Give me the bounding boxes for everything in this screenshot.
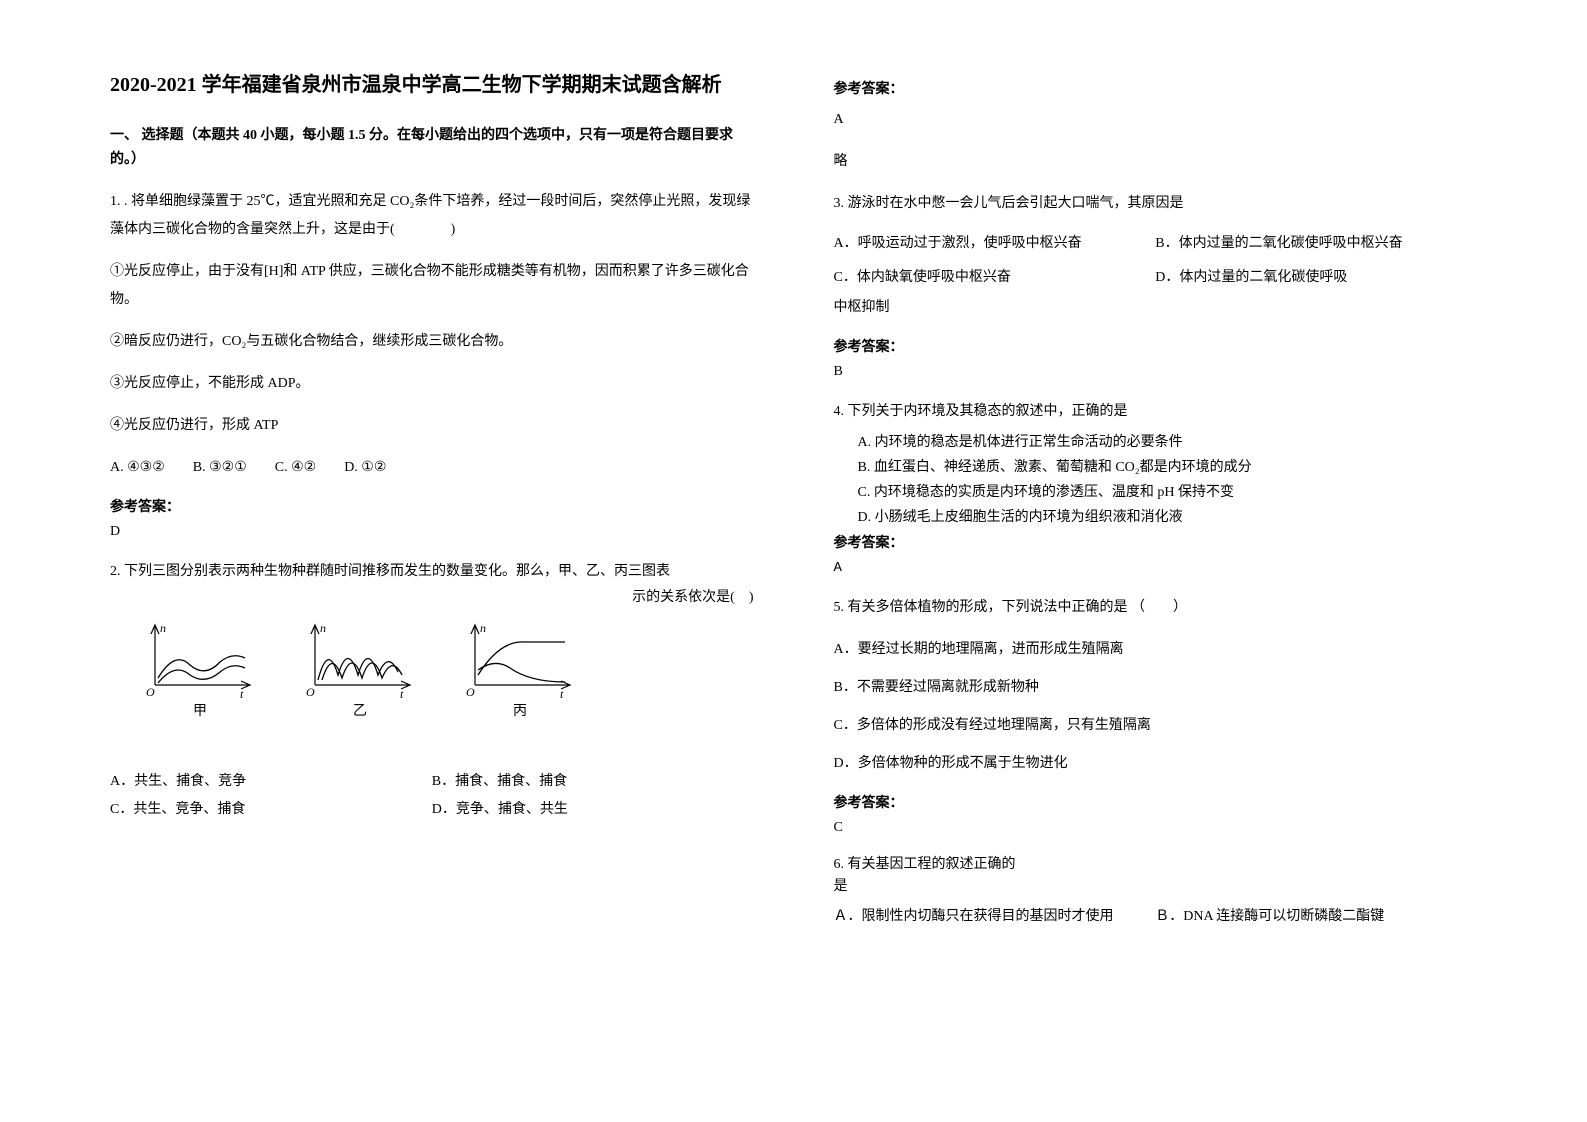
q3-answer: B: [834, 364, 1478, 380]
q2-options-row2: C．共生、竞争、捕食 D．竞争、捕食、共生: [110, 798, 754, 818]
q2-graphs: n O t 甲 n O t 乙: [140, 620, 754, 720]
svg-text:O: O: [466, 685, 475, 699]
q3-optA: A．呼吸运动过于激烈，使呼吸中枢兴奋: [834, 232, 1156, 252]
q4-optD: D. 小肠绒毛上皮细胞生活的内环境为组织液和消化液: [858, 507, 1478, 528]
q5-optD: D．多倍体物种的形成不属于生物进化: [834, 750, 1478, 778]
q1-s2: ②暗反应仍进行，CO₂与五碳化合物结合，继续形成三碳化合物。: [110, 328, 754, 356]
q3-row2: C．体内缺氧使呼吸中枢兴奋 D．体内过量的二氧化碳使呼吸: [834, 266, 1478, 286]
q2-stem: 2. 下列三图分别表示两种生物种群随时间推移而发生的数量变化。那么，甲、乙、丙三…: [110, 558, 754, 586]
q2-answer: A: [834, 106, 1478, 134]
q5-answer: C: [834, 820, 1478, 836]
left-column: 2020-2021 学年福建省泉州市温泉中学高二生物下学期期末试题含解析 一、 …: [90, 70, 794, 1072]
q5-stem: 5. 有关多倍体植物的形成，下列说法中正确的是 （ ）: [834, 594, 1478, 622]
q2-optC: C．共生、竞争、捕食: [110, 798, 432, 818]
q3-optB: B．体内过量的二氧化碳使呼吸中枢兴奋: [1155, 232, 1477, 252]
q3-optD: D．体内过量的二氧化碳使呼吸: [1155, 266, 1477, 286]
q1-s3: ③光反应停止，不能形成 ADP。: [110, 370, 754, 398]
page-title: 2020-2021 学年福建省泉州市温泉中学高二生物下学期期末试题含解析: [110, 70, 754, 100]
graph-jia: n O t 甲: [140, 620, 260, 720]
q3-answer-label: 参考答案：: [834, 336, 1478, 356]
q2-optD: D．竞争、捕食、共生: [432, 798, 754, 818]
svg-text:O: O: [146, 685, 155, 699]
graph-bing-label: 丙: [513, 700, 527, 720]
q6-row1: Ａ．限制性内切酶只在获得目的基因时才使用 Ｂ．DNA 连接酶可以切断磷酸二酯键: [834, 905, 1478, 925]
q2-optA: A．共生、捕食、竞争: [110, 770, 432, 790]
q5-optA: A．要经过长期的地理隔离，进而形成生殖隔离: [834, 636, 1478, 664]
q4-stem: 4. 下列关于内环境及其稳态的叙述中，正确的是: [834, 398, 1478, 426]
q3-stem: 3. 游泳时在水中憋一会儿气后会引起大口喘气，其原因是: [834, 190, 1478, 218]
q4-optB: B. 血红蛋白、神经递质、激素、葡萄糖和 CO₂都是内环境的成分: [858, 457, 1478, 478]
q5-answer-label: 参考答案：: [834, 792, 1478, 812]
graph-jia-label: 甲: [193, 700, 207, 720]
q5-optB: B．不需要经过隔离就形成新物种: [834, 674, 1478, 702]
q6-stem: 6. 有关基因工程的叙述正确的: [834, 854, 1478, 876]
q2-answer-note: 略: [834, 148, 1478, 176]
q4-optC: C. 内环境稳态的实质是内环境的渗透压、温度和 pH 保持不变: [858, 482, 1478, 503]
graph-yi-svg: n O t: [300, 620, 420, 700]
q4-answer-label: 参考答案：: [834, 532, 1478, 552]
q5-optC: C．多倍体的形成没有经过地理隔离，只有生殖隔离: [834, 712, 1478, 740]
graph-bing-svg: n O t: [460, 620, 580, 700]
q2-answer-label: 参考答案：: [834, 78, 1478, 98]
svg-text:n: n: [320, 621, 326, 635]
q6-optB: Ｂ．DNA 连接酶可以切断磷酸二酯键: [1155, 905, 1477, 925]
graph-jia-svg: n O t: [140, 620, 260, 700]
q2-options-row1: A．共生、捕食、竞争 B．捕食、捕食、捕食: [110, 770, 754, 790]
graph-yi: n O t 乙: [300, 620, 420, 720]
svg-text:n: n: [480, 621, 486, 635]
q3-row1: A．呼吸运动过于激烈，使呼吸中枢兴奋 B．体内过量的二氧化碳使呼吸中枢兴奋: [834, 232, 1478, 252]
graph-yi-label: 乙: [353, 700, 367, 720]
graph-bing: n O t 丙: [460, 620, 580, 720]
right-column: 参考答案： A 略 3. 游泳时在水中憋一会儿气后会引起大口喘气，其原因是 A．…: [794, 70, 1498, 1072]
q4-answer: A: [834, 560, 1478, 576]
q2-optB: B．捕食、捕食、捕食: [432, 770, 754, 790]
section-1-header: 一、 选择题（本题共 40 小题，每小题 1.5 分。在每小题给出的四个选项中，…: [110, 124, 754, 172]
svg-text:t: t: [400, 687, 404, 700]
q1-s4: ④光反应仍进行，形成 ATP: [110, 412, 754, 440]
svg-text:n: n: [160, 621, 166, 635]
q3-optC: C．体内缺氧使呼吸中枢兴奋: [834, 266, 1156, 286]
q6-stem-tail: 是: [834, 876, 1478, 898]
q6-optA: Ａ．限制性内切酶只在获得目的基因时才使用: [834, 905, 1156, 925]
svg-text:t: t: [240, 687, 244, 700]
q2-stem-tail: 示的关系依次是( ): [110, 586, 754, 606]
q1-answer-label: 参考答案：: [110, 496, 754, 516]
q5-options: A．要经过长期的地理隔离，进而形成生殖隔离 B．不需要经过隔离就形成新物种 C．…: [834, 636, 1478, 778]
svg-text:O: O: [306, 685, 315, 699]
q1-stem: 1. . 将单细胞绿藻置于 25℃，适宜光照和充足 CO₂条件下培养，经过一段时…: [110, 188, 754, 244]
q1-options: A. ④③② B. ③②① C. ④② D. ①②: [110, 454, 754, 482]
q4-optA: A. 内环境的稳态是机体进行正常生命活动的必要条件: [858, 432, 1478, 453]
svg-text:t: t: [560, 687, 564, 700]
q1-s1: ①光反应停止，由于没有[H]和 ATP 供应，三碳化合物不能形成糖类等有机物，因…: [110, 258, 754, 314]
q1-answer: D: [110, 524, 754, 540]
q3-optD-tail: 中枢抑制: [834, 294, 1478, 322]
